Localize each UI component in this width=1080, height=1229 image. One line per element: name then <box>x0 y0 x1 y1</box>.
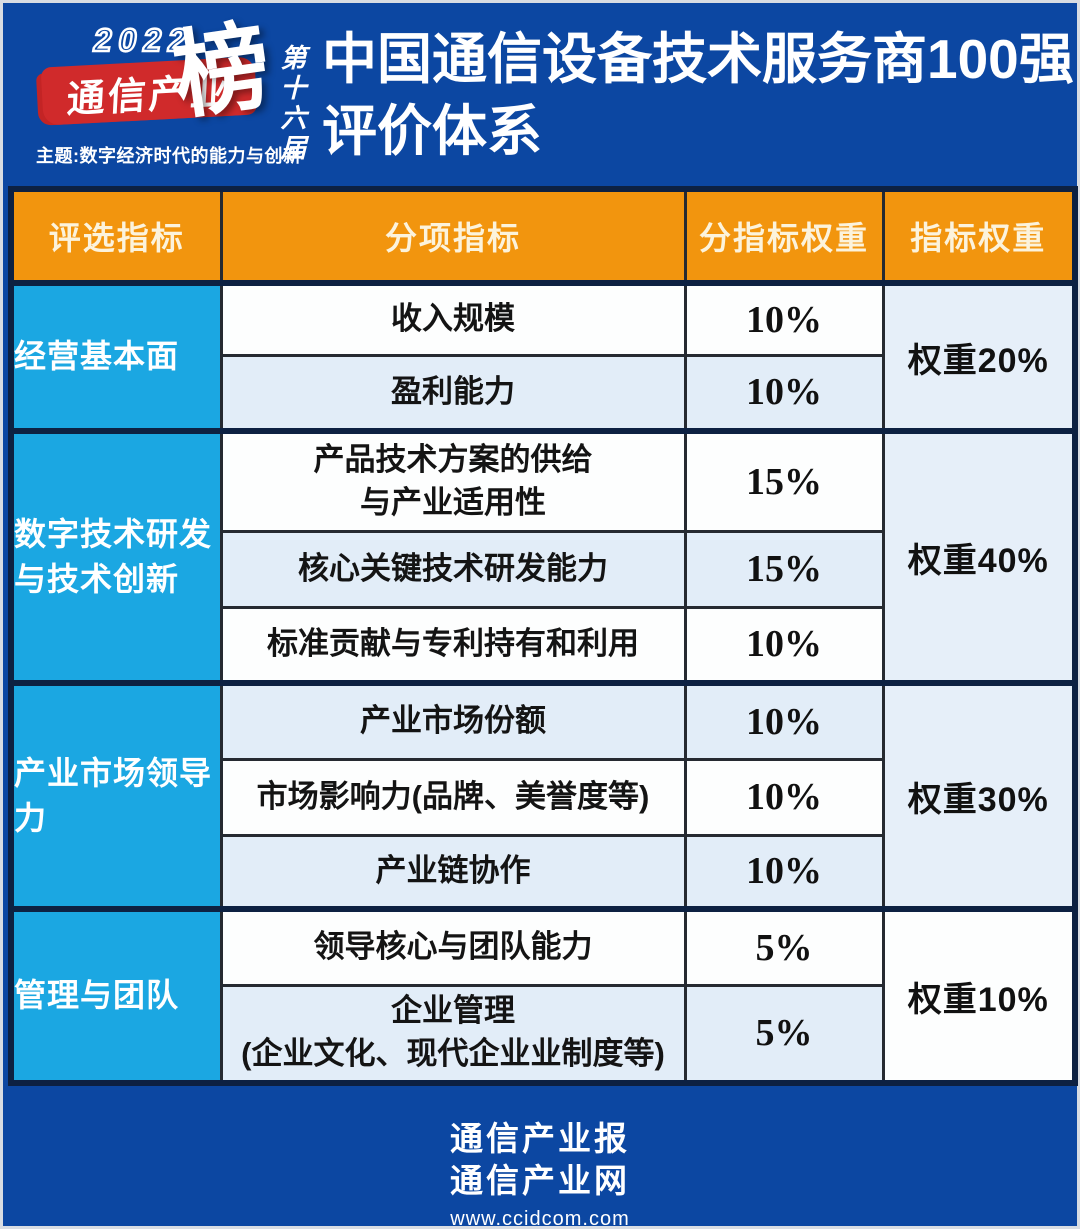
subweight-cell: 5% <box>683 906 885 987</box>
indicator-cell: 市场影响力(品牌、美誉度等) <box>219 757 687 837</box>
page-title-line2: 评价体系 <box>322 99 543 162</box>
subweight-cell: 10% <box>683 833 885 911</box>
category-cell: 数字技术研发与技术创新 <box>9 428 223 685</box>
header-indicator-weight: 指标权重 <box>881 187 1077 285</box>
footer-url: www.ccidcom.com <box>450 1207 630 1229</box>
subweight-cell: 10% <box>683 605 885 685</box>
table-row: 标准贡献与专利持有和利用 10% <box>11 605 1075 685</box>
indicator-cell: 产业市场份额 <box>219 680 687 761</box>
logo-edition-text: 第十六届 <box>277 44 307 164</box>
table-row: 管理与团队 领导核心与团队能力 5% 权重10% <box>9 906 1077 1085</box>
table-row: 市场影响力(品牌、美誉度等) 10% <box>11 757 1075 837</box>
subweight-cell: 10% <box>683 353 885 433</box>
table-row: 产业链协作 10% <box>11 833 1075 911</box>
indicator-cell: 领导核心与团队能力 <box>219 906 687 987</box>
category-cell: 产业市场领导力 <box>9 680 223 911</box>
table-row: 核心关键技术研发能力 15% <box>11 529 1075 609</box>
page-title: 中国通信设备技术服务商100强 评价体系 <box>322 24 1074 167</box>
indicator-cell: 收入规模 <box>219 280 687 357</box>
indicator-cell: 产业链协作 <box>219 833 687 911</box>
table-row: 企业管理 (企业文化、现代企业业制度等) 5% <box>11 983 1075 1085</box>
indicator-cell: 企业管理 (企业文化、现代企业业制度等) <box>219 983 687 1085</box>
table-row: 盈利能力 10% <box>11 353 1075 433</box>
page-title-line1: 中国通信设备技术服务商100强 <box>322 28 1074 90</box>
indicator-cell: 核心关键技术研发能力 <box>219 529 687 609</box>
weight-cell: 权重40% <box>881 428 1077 685</box>
indicator-cell: 盈利能力 <box>219 353 687 433</box>
weight-cell: 权重10% <box>881 906 1077 1085</box>
table-row: 产业市场领导力 产业市场份额 10% 权重30% <box>9 680 1077 911</box>
logo-theme-text: 主题:数字经济时代的能力与创新 <box>36 146 302 166</box>
event-logo: 2022 通信产业 榜 第十六届 主题:数字经济时代的能力与创新 <box>36 12 321 175</box>
subweight-cell: 5% <box>683 983 885 1085</box>
table-header-row: 评选指标 分项指标 分指标权重 指标权重 <box>9 187 1077 285</box>
header-sub-indicator: 分项指标 <box>219 187 687 285</box>
subweight-cell: 10% <box>683 757 885 837</box>
table-row: 经营基本面 收入规模 10% 权重20% <box>9 280 1077 433</box>
logo-bang-character: 榜 <box>166 11 277 132</box>
subweight-cell: 10% <box>683 680 885 761</box>
weight-cell: 权重30% <box>881 680 1077 911</box>
subweight-cell: 10% <box>683 280 885 357</box>
indicator-cell: 产品技术方案的供给 与产业适用性 <box>219 428 687 533</box>
footer: 通信产业报 通信产业网 www.ccidcom.com <box>0 1120 1080 1229</box>
footer-brand-newspaper: 通信产业报 <box>450 1120 630 1158</box>
table-row: 数字技术研发与技术创新 产品技术方案的供给 与产业适用性 15% 权重40% <box>9 428 1077 685</box>
indicator-cell: 标准贡献与专利持有和利用 <box>219 605 687 685</box>
header-sub-indicator-weight: 分指标权重 <box>683 187 885 285</box>
evaluation-table: 评选指标 分项指标 分指标权重 指标权重 经营基本面 收入规模 10% 权重20… <box>8 186 1078 1086</box>
category-cell: 经营基本面 <box>9 280 223 433</box>
category-cell: 管理与团队 <box>9 906 223 1085</box>
header-selection-indicator: 评选指标 <box>9 187 223 285</box>
weight-cell: 权重20% <box>881 280 1077 433</box>
footer-brand-website: 通信产业网 <box>450 1161 630 1199</box>
subweight-cell: 15% <box>683 529 885 609</box>
subweight-cell: 15% <box>683 428 885 533</box>
